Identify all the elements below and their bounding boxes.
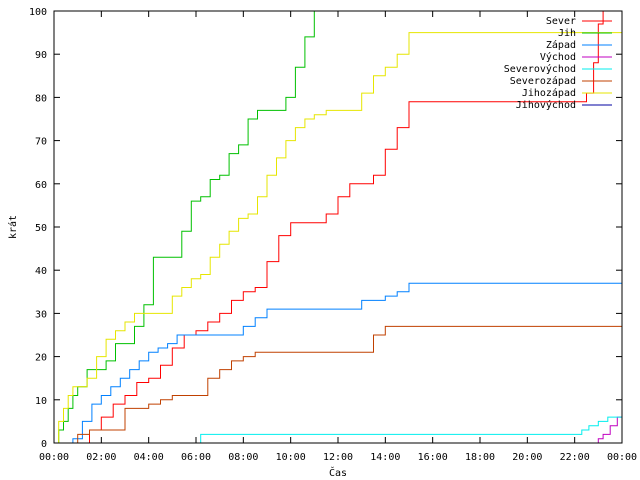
y-tick-label: 60 (35, 180, 47, 191)
x-tick-label: 04:00 (134, 452, 164, 463)
x-tick-label: 22:00 (560, 452, 590, 463)
x-tick-label: 02:00 (86, 452, 116, 463)
y-axis-label: krát (7, 215, 19, 239)
y-tick-label: 100 (29, 7, 47, 18)
y-tick-label: 40 (35, 266, 47, 277)
legend: SeverJihZápadVýchodSeverovýchodSeverozáp… (504, 16, 612, 111)
y-tick-label: 0 (41, 439, 47, 450)
x-axis-label: Čas (329, 466, 347, 479)
legend-entry-label: Severozápad (510, 75, 576, 87)
series-line-2 (54, 282, 622, 443)
series-line-5 (54, 325, 622, 443)
x-tick-label: 20:00 (512, 452, 542, 463)
series-line-6 (54, 32, 622, 443)
series-line-4 (54, 416, 622, 443)
axis-ticks (53, 10, 623, 444)
x-tick-label: 14:00 (370, 452, 400, 463)
x-tick-label: 12:00 (323, 452, 353, 463)
series-line-0 (75, 11, 604, 443)
legend-entry-label: Severovýchod (504, 63, 576, 75)
y-tick-label: 70 (35, 137, 47, 148)
legend-entry-label: Jihovýchod (516, 99, 576, 111)
x-tick-label: 16:00 (418, 452, 448, 463)
x-tick-label: 10:00 (276, 452, 306, 463)
plot-frame (53, 10, 623, 444)
legend-entry-label: Západ (546, 39, 576, 51)
legend-entry-label: Jih (558, 28, 576, 39)
axis-tick-labels: 00:00 02:00 04:00 06:00 08:00 10:00 12:00 14:00… (29, 7, 637, 463)
x-tick-label: 00:00 (39, 452, 69, 463)
x-tick-label: 18:00 (465, 452, 495, 463)
legend-entry-label: Východ (540, 51, 576, 63)
x-tick-label: 08:00 (228, 452, 258, 463)
x-tick-label: 06:00 (181, 452, 211, 463)
y-tick-label: 30 (35, 309, 47, 320)
x-tick-label: 00:00 (607, 452, 637, 463)
y-tick-label: 10 (35, 396, 47, 407)
y-tick-label: 50 (35, 223, 47, 234)
y-tick-label: 90 (35, 50, 47, 61)
y-tick-label: 20 (35, 353, 47, 364)
legend-entry-label: Sever (546, 16, 576, 27)
y-tick-label: 80 (35, 93, 47, 104)
series-lines (54, 11, 622, 443)
series-line-1 (54, 11, 315, 443)
legend-entry-label: Jihozápad (522, 87, 576, 99)
